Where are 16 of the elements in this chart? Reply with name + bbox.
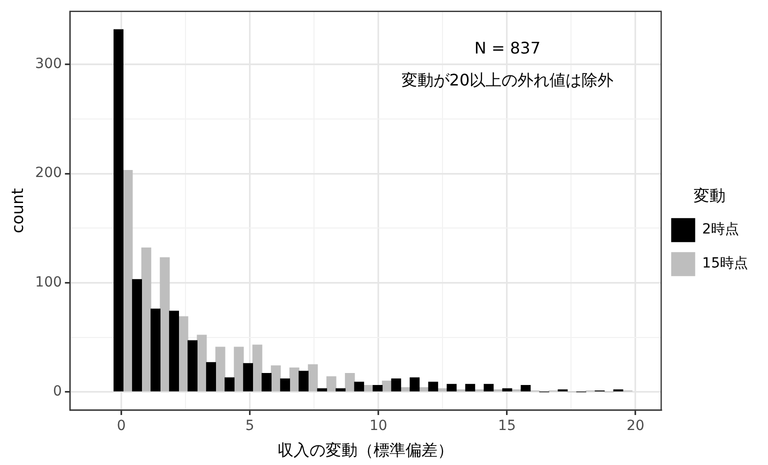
y-tick-label: 300 <box>35 56 62 72</box>
annotation: 変動が20以上の外れ値は除外 <box>401 70 614 90</box>
x-tick-label: 0 <box>116 418 126 434</box>
legend-title: 変動 <box>694 186 726 206</box>
x-tick-label: 15 <box>498 418 516 434</box>
x-tick-label: 20 <box>626 418 644 434</box>
y-tick-label: 200 <box>35 165 62 182</box>
y-tick-label: 0 <box>53 384 62 400</box>
legend-label: 2時点 <box>702 222 740 238</box>
x-axis-title: 収入の変動（標準偏差） <box>278 440 454 460</box>
annotation: N = 837 <box>474 38 541 58</box>
y-axis-title: count <box>8 188 27 234</box>
y-tick-label: 100 <box>35 274 62 290</box>
legend-label: 15時点 <box>702 256 748 272</box>
x-tick-label: 5 <box>245 418 254 434</box>
x-tick-label: 10 <box>369 418 388 434</box>
